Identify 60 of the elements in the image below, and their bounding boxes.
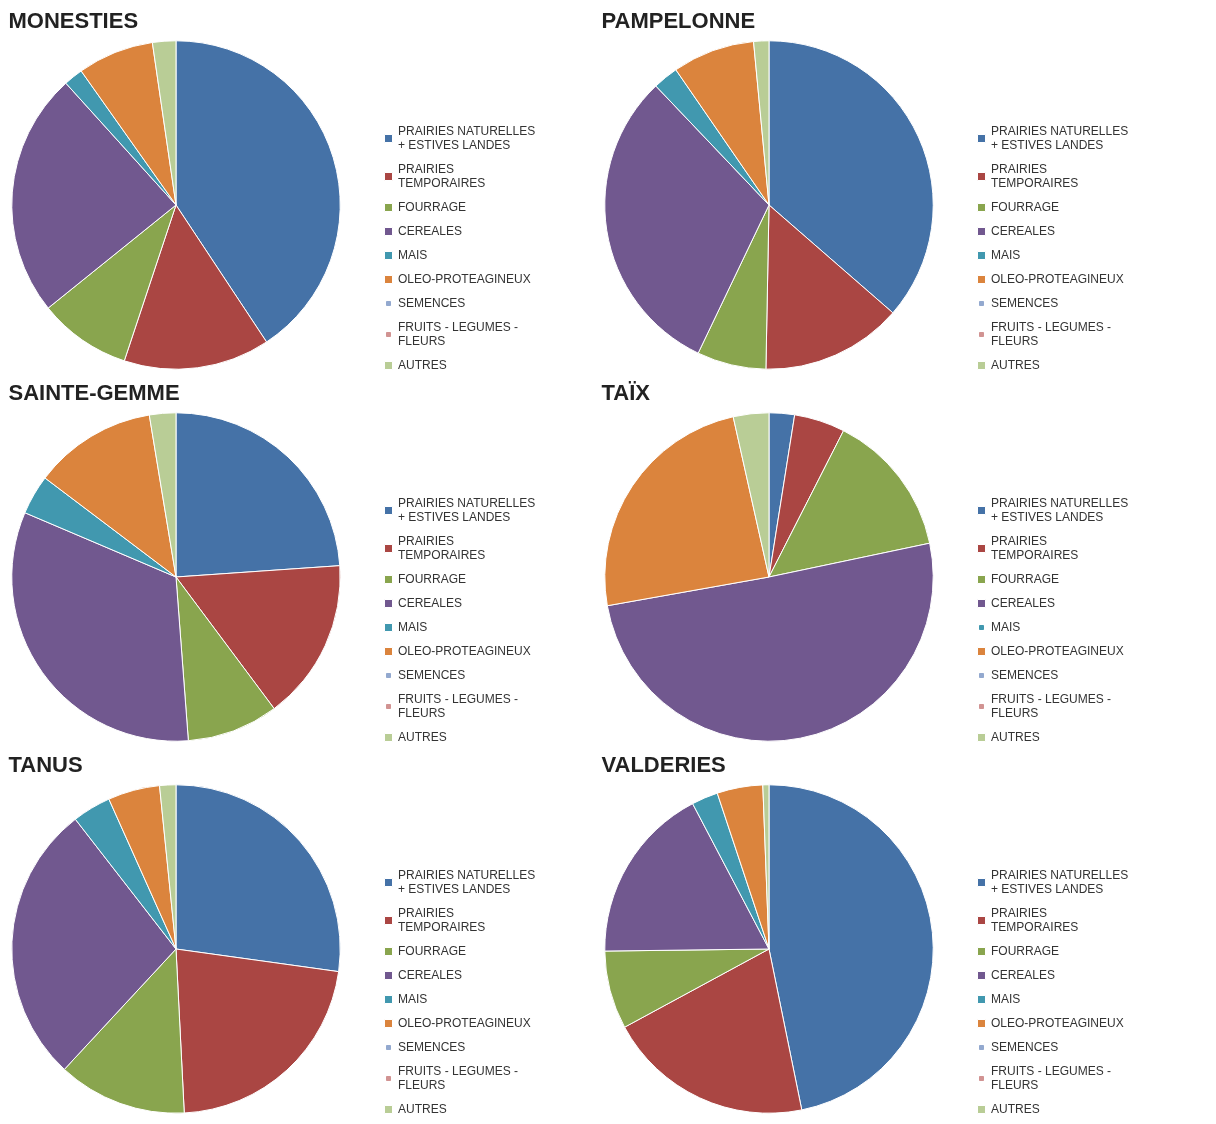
legend-label: PRAIRIES NATURELLES + ESTIVES LANDES <box>398 124 536 152</box>
legend-label: PRAIRIES TEMPORAIRES <box>991 162 1079 190</box>
legend-label: PRAIRIES NATURELLES + ESTIVES LANDES <box>398 496 536 524</box>
legend-label: CEREALES <box>398 596 463 610</box>
legend-label: FRUITS - LEGUMES - FLEURS <box>398 692 519 720</box>
legend-label: AUTRES <box>398 358 447 372</box>
legend-label: FOURRAGE <box>991 944 1060 958</box>
legend-label: FRUITS - LEGUMES - FLEURS <box>991 320 1112 348</box>
legend-label: OLEO-PROTEAGINEUX <box>991 1016 1124 1030</box>
legend-label: AUTRES <box>398 730 447 744</box>
legend-label: CEREALES <box>991 596 1056 610</box>
legend-label: OLEO-PROTEAGINEUX <box>991 644 1124 658</box>
legend-label: MAIS <box>398 992 428 1006</box>
legend-label: PRAIRIES TEMPORAIRES <box>398 162 486 190</box>
legend-label: MAIS <box>991 620 1021 634</box>
chart-title: PAMPELONNE <box>601 7 756 33</box>
legend-label: CEREALES <box>991 968 1056 982</box>
legend-label: FOURRAGE <box>398 200 467 214</box>
legend-label: FOURRAGE <box>398 572 467 586</box>
legend-label: PRAIRIES NATURELLES + ESTIVES LANDES <box>991 124 1129 152</box>
legend-label: FOURRAGE <box>991 572 1060 586</box>
legend-label: SEMENCES <box>991 296 1059 310</box>
legend-label: SEMENCES <box>398 296 466 310</box>
legend-label: PRAIRIES NATURELLES + ESTIVES LANDES <box>398 868 536 896</box>
legend-label: OLEO-PROTEAGINEUX <box>398 644 531 658</box>
legend-label: PRAIRIES NATURELLES + ESTIVES LANDES <box>991 496 1129 524</box>
legend-label: CEREALES <box>398 968 463 982</box>
legend-label: OLEO-PROTEAGINEUX <box>398 272 531 286</box>
chart-title: SAINTE-GEMME <box>8 379 180 405</box>
legend-label: PRAIRIES TEMPORAIRES <box>991 906 1079 934</box>
legend-label: FOURRAGE <box>398 944 467 958</box>
legend-label: FOURRAGE <box>991 200 1060 214</box>
legend-label: MAIS <box>991 992 1021 1006</box>
legend-label: CEREALES <box>991 224 1056 238</box>
legend-label: AUTRES <box>398 1102 447 1116</box>
legend-label: AUTRES <box>991 358 1040 372</box>
legend-label: SEMENCES <box>991 668 1059 682</box>
legend-label: FRUITS - LEGUMES - FLEURS <box>398 320 519 348</box>
legend-label: MAIS <box>398 248 428 262</box>
legend-label: FRUITS - LEGUMES - FLEURS <box>991 692 1112 720</box>
legend-label: OLEO-PROTEAGINEUX <box>991 272 1124 286</box>
legend-label: FRUITS - LEGUMES - FLEURS <box>991 1064 1112 1092</box>
legend-label: PRAIRIES NATURELLES + ESTIVES LANDES <box>991 868 1129 896</box>
legend-label: SEMENCES <box>398 668 466 682</box>
legend-label: MAIS <box>398 620 428 634</box>
chart-title: VALDERIES <box>601 751 726 777</box>
legend-label: SEMENCES <box>398 1040 466 1054</box>
legend-label: CEREALES <box>398 224 463 238</box>
legend-label: OLEO-PROTEAGINEUX <box>398 1016 531 1030</box>
legend-label: AUTRES <box>991 730 1040 744</box>
legend-label: PRAIRIES TEMPORAIRES <box>398 534 486 562</box>
legend-label: AUTRES <box>991 1102 1040 1116</box>
legend-label: PRAIRIES TEMPORAIRES <box>991 534 1079 562</box>
chart-title: MONESTIES <box>8 7 139 33</box>
legend-label: SEMENCES <box>991 1040 1059 1054</box>
legend-label: MAIS <box>991 248 1021 262</box>
chart-title: TAÏX <box>601 379 651 405</box>
legend-label: FRUITS - LEGUMES - FLEURS <box>398 1064 519 1092</box>
legend-label: PRAIRIES TEMPORAIRES <box>398 906 486 934</box>
chart-title: TANUS <box>8 751 83 777</box>
